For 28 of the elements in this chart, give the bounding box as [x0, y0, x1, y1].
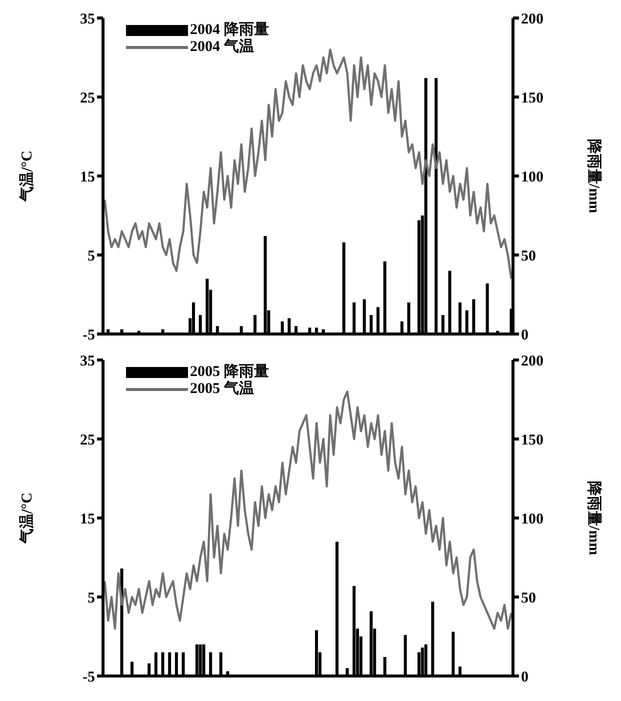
y-axis-title: 气温/°C — [18, 492, 36, 544]
y2-tick-label: 200 — [521, 11, 544, 28]
y-tick-label: 25 — [80, 432, 95, 448]
y2-tick-label: 0 — [521, 669, 528, 686]
y-tick-label: 35 — [80, 11, 95, 28]
y-axis-title: 气温/°C — [18, 150, 36, 202]
y-tick-label: 15 — [80, 169, 95, 186]
legend-label: 2004 气温 — [190, 39, 254, 56]
y-tick-label: 15 — [80, 511, 95, 528]
y2-axis-title: 降雨量/mm — [586, 480, 603, 556]
y2-tick-label: 150 — [521, 90, 544, 106]
y-tick-label: 5 — [88, 248, 95, 264]
y-tick-label: 35 — [80, 353, 95, 370]
y-tick-label: 5 — [88, 590, 95, 606]
y2-tick-label: 0 — [521, 327, 528, 344]
legend-label: 2005 降雨量 — [190, 364, 269, 380]
legend-label: 2004 降雨量 — [190, 22, 269, 38]
y2-tick-label: 50 — [521, 590, 536, 606]
y2-tick-label: 150 — [521, 432, 544, 448]
y2-tick-label: 200 — [521, 353, 544, 370]
y-tick-label: -5 — [82, 669, 95, 686]
legend-label: 2005 气温 — [190, 381, 254, 398]
y-tick-label: 25 — [80, 90, 95, 106]
y2-tick-label: 100 — [521, 169, 544, 186]
y2-tick-label: 50 — [521, 248, 536, 264]
y2-axis-title: 降雨量/mm — [586, 138, 603, 214]
y2-tick-label: 100 — [521, 511, 544, 528]
y-tick-label: -5 — [82, 327, 95, 344]
